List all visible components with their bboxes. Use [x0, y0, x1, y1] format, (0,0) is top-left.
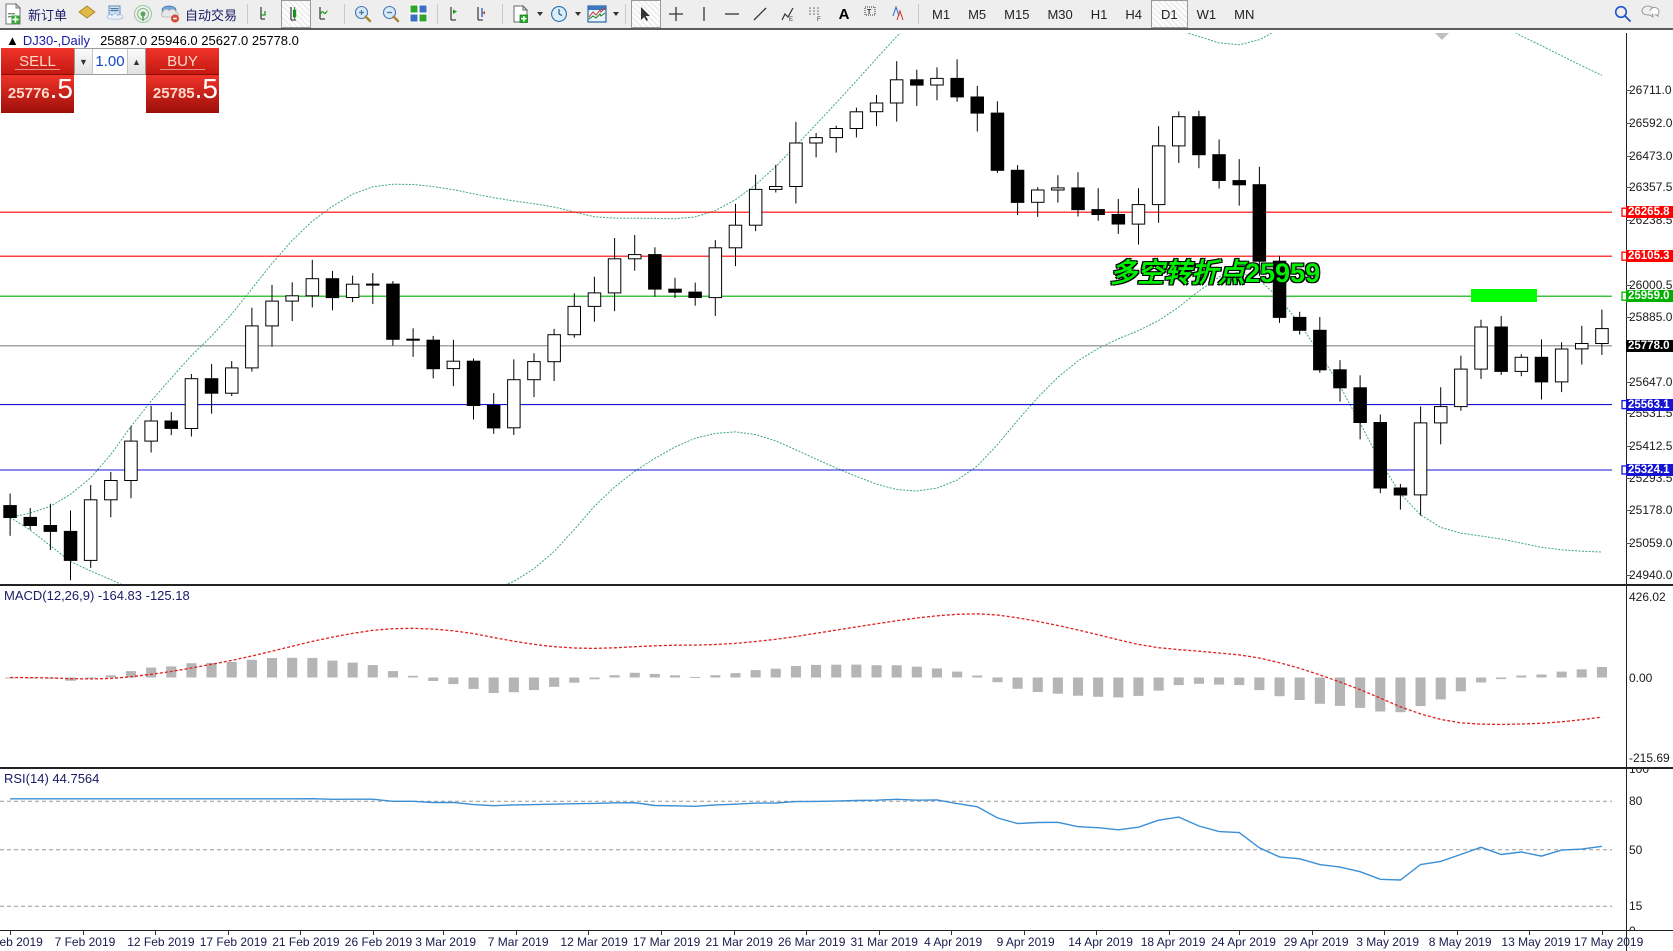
svg-text:E: E	[789, 17, 793, 22]
svg-text:F: F	[817, 17, 821, 22]
svg-text:T: T	[867, 9, 872, 16]
